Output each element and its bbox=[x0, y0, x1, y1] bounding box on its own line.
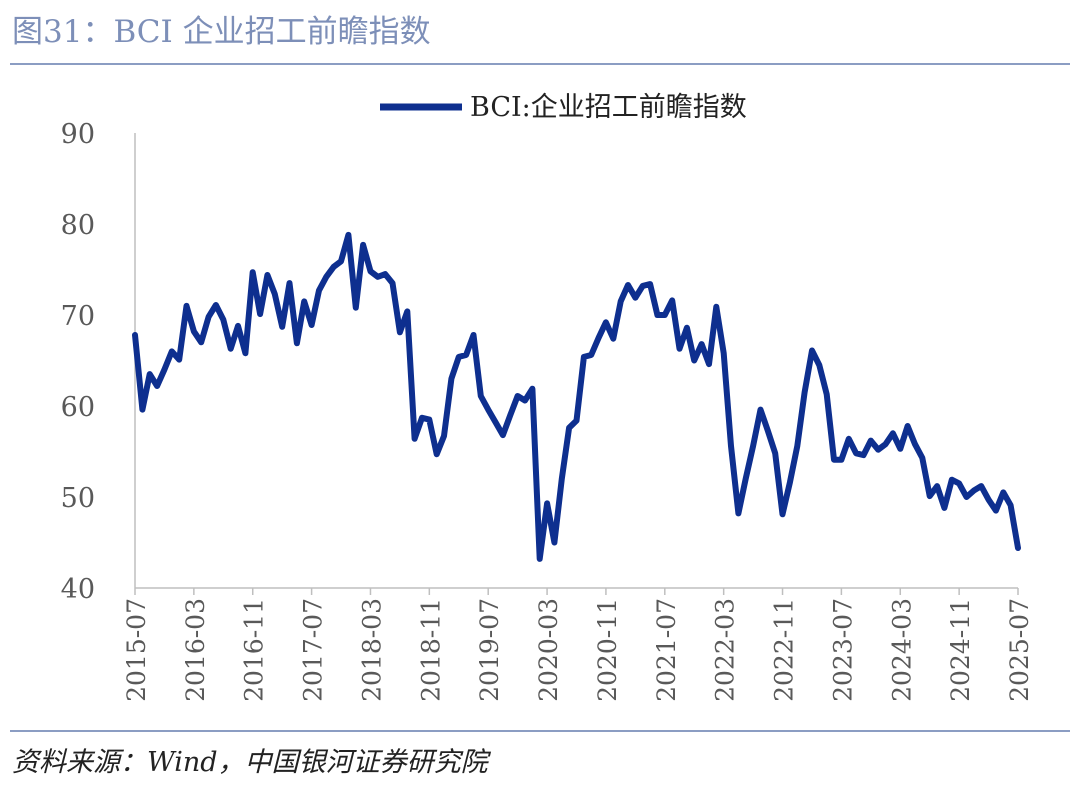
x-tick-label: 2020-11 bbox=[593, 598, 622, 702]
y-tick-label: 90 bbox=[61, 119, 95, 150]
y-tick-label: 50 bbox=[61, 483, 95, 514]
legend-label-bci: BCI:企业招工前瞻指数 bbox=[470, 92, 747, 123]
chart-legend: BCI:企业招工前瞻指数 bbox=[380, 92, 747, 123]
x-tick-label: 2022-11 bbox=[770, 598, 799, 702]
y-axis-tick-labels: 40 50 60 70 80 90 bbox=[61, 119, 95, 605]
x-tick-label: 2021-07 bbox=[652, 598, 681, 702]
x-tick-label: 2022-03 bbox=[711, 598, 740, 702]
x-tick-label: 2018-11 bbox=[416, 598, 445, 702]
x-tick-label: 2020-03 bbox=[534, 598, 563, 702]
y-tick-label: 60 bbox=[61, 392, 95, 423]
x-tick-label: 2024-11 bbox=[946, 598, 975, 702]
x-tick-label: 2016-11 bbox=[240, 598, 269, 702]
x-tick-label: 2015-07 bbox=[122, 598, 151, 702]
x-tick-label: 2024-03 bbox=[887, 598, 916, 702]
source-note: 资料来源：Wind，中国银河证券研究院 bbox=[12, 747, 488, 778]
title-divider bbox=[10, 63, 1070, 65]
figure-title: 图31：BCI 企业招工前瞻指数 bbox=[12, 14, 431, 50]
y-tick-label: 70 bbox=[61, 301, 95, 332]
x-axis-tick-labels: 2015-07 2016-03 2016-11 2017-07 2018-03 2018-… bbox=[122, 598, 1034, 702]
y-tick-label: 40 bbox=[61, 574, 95, 605]
x-tick-label: 2023-07 bbox=[828, 598, 857, 702]
chart-axes bbox=[134, 133, 1019, 595]
x-tick-label: 2025-07 bbox=[1005, 598, 1034, 702]
x-tick-label: 2016-03 bbox=[181, 598, 210, 702]
bci-line-chart: BCI:企业招工前瞻指数 40 50 60 70 80 90 2015-07 2016-03… bbox=[61, 92, 1034, 702]
x-tick-label: 2019-07 bbox=[475, 598, 504, 702]
y-tick-label: 80 bbox=[61, 210, 95, 241]
series-line-bci bbox=[132, 231, 1021, 562]
x-tick-label: 2018-03 bbox=[357, 598, 386, 702]
source-divider bbox=[10, 730, 1070, 732]
x-tick-label: 2017-07 bbox=[299, 598, 328, 702]
